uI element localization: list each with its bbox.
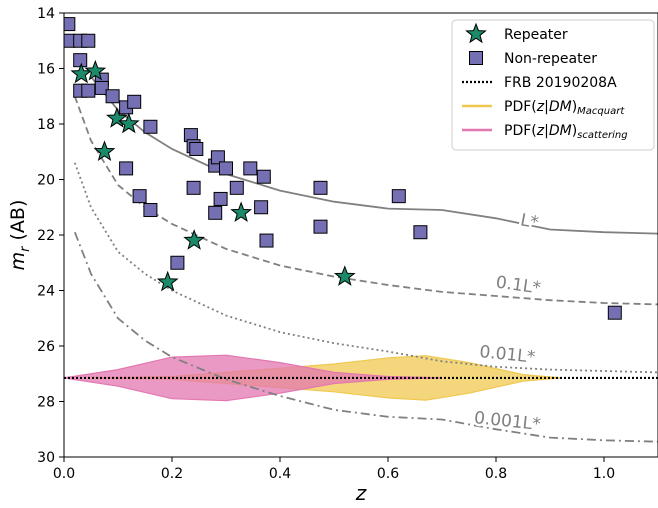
x-tick-label: 1.0 — [593, 466, 615, 482]
non-repeater-marker — [413, 225, 428, 240]
curve-label: 0.1L* — [495, 273, 542, 299]
non-repeater-marker — [256, 169, 271, 184]
repeater-marker — [156, 270, 179, 292]
curve-label: L* — [519, 210, 540, 233]
repeater-marker — [117, 112, 140, 134]
repeater-marker — [230, 201, 252, 223]
x-axis: 0.0 0.2 0.4 0.6 0.8 1.0 — [53, 457, 615, 482]
non-repeater-marker — [81, 83, 96, 98]
legend-label: Non-repeater — [504, 51, 597, 67]
non-repeater-marker — [73, 53, 88, 68]
x-tick-label: 0.2 — [161, 466, 183, 482]
non-repeater-marker — [127, 94, 142, 109]
curve-0001L-line — [73, 231, 658, 443]
non-repeater-marker — [119, 161, 134, 176]
non-repeater-marker — [259, 233, 274, 248]
y-axis: 14 16 18 20 22 24 26 28 30 — [37, 6, 64, 466]
x-tick-label: 0.6 — [377, 466, 399, 482]
non-repeater-marker — [189, 141, 204, 156]
non-repeater-marker — [219, 161, 233, 176]
legend-star-icon — [465, 22, 487, 44]
y-tick-label: 30 — [37, 450, 55, 466]
repeater-marker — [333, 265, 356, 286]
non-repeater-marker — [186, 180, 201, 195]
non-repeater-marker — [64, 17, 76, 32]
repeater-marker — [183, 229, 206, 250]
curve-label: 0.001L* — [473, 408, 541, 435]
non-repeater-marker — [94, 80, 109, 95]
repeater-marker — [93, 140, 116, 161]
non-repeater-marker — [313, 180, 328, 195]
legend: Repeater Non-repeater FRB 20190208A PDF(z|D… — [451, 19, 655, 151]
legend-label: PDF(z|DM)Macquart — [504, 99, 625, 117]
non-repeater-marker — [208, 205, 223, 220]
repeater-marker — [84, 59, 107, 81]
non-repeater-marker — [210, 150, 225, 165]
y-tick-label: 14 — [37, 6, 55, 22]
legend-label: FRB 20190208A — [504, 75, 617, 91]
y-tick-label: 16 — [37, 62, 55, 78]
x-tick-label: 0.8 — [485, 466, 507, 482]
y-tick-label: 20 — [37, 173, 55, 189]
legend-label: PDF(z|DM)scattering — [504, 123, 628, 141]
non-repeater-marker — [143, 203, 158, 218]
non-repeater-marker — [132, 189, 147, 204]
legend-square-icon — [469, 51, 483, 65]
non-repeater-marker — [81, 33, 96, 48]
y-tick-label: 22 — [37, 228, 55, 244]
y-tick-label: 24 — [37, 284, 55, 300]
non-repeater-marker — [105, 89, 120, 104]
non-repeater-marker — [170, 255, 185, 270]
legend-box — [451, 19, 655, 151]
curve-label: 0.01L* — [479, 342, 537, 368]
non-repeater-marker — [143, 119, 158, 134]
x-tick-label: 0.0 — [53, 466, 75, 482]
non-repeater-marker — [213, 191, 228, 206]
legend-label: Repeater — [504, 27, 568, 43]
non-repeater-marker — [229, 180, 244, 195]
non-repeater-marker — [243, 161, 258, 176]
x-axis-label: z — [355, 481, 367, 505]
repeater-marker — [106, 107, 128, 128]
y-tick-label: 18 — [37, 117, 55, 133]
y-tick-label: 28 — [37, 395, 55, 411]
curve-001L-line — [73, 162, 658, 374]
non-repeater-marker — [254, 200, 269, 215]
y-axis-label: mr (AB) — [7, 200, 33, 271]
y-tick-label: 26 — [37, 339, 55, 355]
curve-01L-line — [73, 95, 658, 306]
non-repeater-marker — [313, 219, 328, 234]
non-repeater-marker — [391, 189, 406, 204]
data-points — [64, 17, 622, 320]
x-tick-label: 0.4 — [269, 466, 291, 482]
non-repeater-marker — [607, 305, 622, 320]
curve-labels: L* 0.1L* 0.01L* 0.001L* — [471, 208, 545, 438]
